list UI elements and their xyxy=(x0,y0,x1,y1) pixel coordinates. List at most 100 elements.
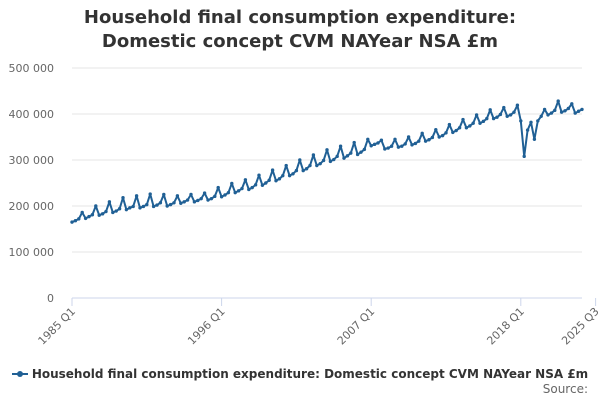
data-point[interactable] xyxy=(457,126,462,130)
data-point[interactable] xyxy=(369,144,373,148)
data-point[interactable] xyxy=(566,106,571,111)
data-point[interactable] xyxy=(192,200,197,204)
data-point[interactable] xyxy=(372,142,377,147)
data-point[interactable] xyxy=(216,185,220,190)
data-point[interactable] xyxy=(440,133,445,138)
data-point[interactable] xyxy=(141,204,146,209)
data-point[interactable] xyxy=(301,168,305,173)
data-point[interactable] xyxy=(230,181,234,186)
data-point[interactable] xyxy=(162,192,166,197)
data-point[interactable] xyxy=(250,185,254,190)
data-point[interactable] xyxy=(451,130,455,135)
data-point[interactable] xyxy=(213,194,217,199)
data-point[interactable] xyxy=(121,196,125,200)
data-point[interactable] xyxy=(434,127,438,132)
data-point[interactable] xyxy=(291,172,295,176)
data-point[interactable] xyxy=(304,167,309,171)
data-point[interactable] xyxy=(90,213,95,217)
data-point[interactable] xyxy=(546,113,550,117)
data-point[interactable] xyxy=(131,204,135,209)
data-point[interactable] xyxy=(335,154,339,159)
data-point[interactable] xyxy=(253,183,258,187)
data-point[interactable] xyxy=(315,163,319,168)
data-point[interactable] xyxy=(471,121,475,125)
data-point[interactable] xyxy=(553,108,557,113)
data-point[interactable] xyxy=(576,109,581,113)
data-point[interactable] xyxy=(134,194,139,198)
data-point[interactable] xyxy=(349,151,353,155)
data-point[interactable] xyxy=(165,204,169,208)
data-point[interactable] xyxy=(219,195,224,199)
data-point[interactable] xyxy=(270,168,275,172)
data-point[interactable] xyxy=(417,139,421,143)
data-point[interactable] xyxy=(461,117,465,122)
data-point[interactable] xyxy=(73,219,78,223)
data-point[interactable] xyxy=(396,145,401,149)
data-point[interactable] xyxy=(542,107,547,112)
data-point[interactable] xyxy=(83,216,88,221)
data-point[interactable] xyxy=(430,135,435,140)
data-point[interactable] xyxy=(420,131,424,136)
data-point[interactable] xyxy=(264,181,268,185)
data-point[interactable] xyxy=(556,99,560,103)
data-point[interactable] xyxy=(196,198,200,203)
data-point[interactable] xyxy=(393,137,397,141)
data-point[interactable] xyxy=(400,144,404,148)
data-point[interactable] xyxy=(502,105,506,110)
data-point[interactable] xyxy=(406,135,411,139)
data-point[interactable] xyxy=(274,179,278,183)
data-point[interactable] xyxy=(379,138,384,142)
data-point[interactable] xyxy=(155,203,159,207)
data-point[interactable] xyxy=(87,214,91,219)
data-point[interactable] xyxy=(345,154,350,158)
data-point[interactable] xyxy=(464,126,469,130)
data-point[interactable] xyxy=(202,191,207,195)
data-point[interactable] xyxy=(573,111,577,115)
legend[interactable]: Household final consumption expenditure:… xyxy=(0,364,600,384)
data-point[interactable] xyxy=(481,119,486,124)
data-point[interactable] xyxy=(332,157,336,162)
data-point[interactable] xyxy=(437,135,441,139)
data-point[interactable] xyxy=(175,194,180,198)
data-point[interactable] xyxy=(128,206,132,210)
data-point[interactable] xyxy=(199,196,203,201)
data-point[interactable] xyxy=(124,207,129,212)
data-point[interactable] xyxy=(536,119,540,123)
data-point[interactable] xyxy=(308,163,312,168)
data-point[interactable] xyxy=(525,128,530,132)
data-point[interactable] xyxy=(488,108,492,112)
data-point[interactable] xyxy=(80,210,84,215)
data-point[interactable] xyxy=(94,204,98,208)
data-point[interactable] xyxy=(236,189,241,193)
data-point[interactable] xyxy=(185,198,190,202)
data-point[interactable] xyxy=(519,119,523,123)
data-point[interactable] xyxy=(474,113,479,117)
data-point[interactable] xyxy=(410,143,414,147)
data-point[interactable] xyxy=(386,146,390,150)
data-point[interactable] xyxy=(226,190,231,195)
data-point[interactable] xyxy=(277,177,282,181)
data-point[interactable] xyxy=(247,187,251,192)
data-point[interactable] xyxy=(267,178,271,182)
data-point[interactable] xyxy=(325,148,329,152)
data-point[interactable] xyxy=(359,150,363,154)
data-point[interactable] xyxy=(444,131,448,135)
data-point[interactable] xyxy=(233,190,237,195)
data-point[interactable] xyxy=(338,144,343,148)
data-point[interactable] xyxy=(532,137,537,141)
data-point[interactable] xyxy=(321,158,326,163)
data-point[interactable] xyxy=(454,128,458,133)
data-point[interactable] xyxy=(522,154,526,159)
data-point[interactable] xyxy=(70,220,74,224)
data-point[interactable] xyxy=(352,140,356,145)
data-point[interactable] xyxy=(505,114,509,119)
data-point[interactable] xyxy=(495,115,499,119)
data-point[interactable] xyxy=(172,201,176,205)
data-point[interactable] xyxy=(158,201,163,205)
data-point[interactable] xyxy=(107,200,112,204)
data-point[interactable] xyxy=(151,204,156,209)
data-point[interactable] xyxy=(281,173,285,178)
data-point[interactable] xyxy=(508,113,513,117)
data-point[interactable] xyxy=(376,141,380,145)
data-point[interactable] xyxy=(355,152,360,157)
